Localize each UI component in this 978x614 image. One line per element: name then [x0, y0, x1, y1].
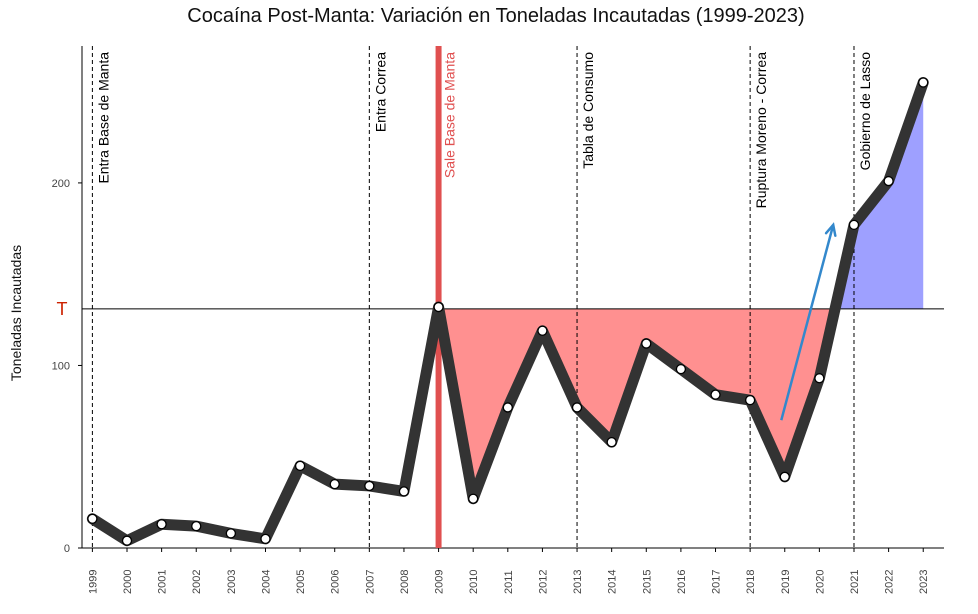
- x-tick-label: 1999: [87, 570, 99, 594]
- data-point: [814, 373, 825, 384]
- y-axis-label: Toneladas Incautadas: [8, 245, 24, 381]
- event-label: Ruptura Moreno - Correa: [753, 52, 769, 209]
- data-point: [848, 219, 860, 231]
- x-tick-label: 2006: [330, 570, 342, 594]
- data-point: [779, 471, 790, 482]
- data-point: [883, 175, 894, 187]
- x-tick-label: 2013: [572, 570, 584, 594]
- y-tick-label: 0: [64, 543, 70, 555]
- x-tick-label: 2022: [884, 570, 896, 594]
- data-point: [294, 460, 306, 472]
- data-point: [364, 480, 375, 492]
- data-point: [87, 513, 98, 524]
- data-point: [571, 402, 583, 413]
- event-label: Sale Base de Manta: [442, 52, 458, 178]
- data-point: [502, 402, 513, 413]
- data-point: [606, 436, 617, 448]
- chart-title: Cocaína Post-Manta: Variación en Tonelad…: [187, 5, 804, 27]
- x-tick-label: 2014: [607, 570, 619, 594]
- x-tick-label: 2016: [676, 570, 688, 594]
- y-tick-label: 200: [52, 178, 70, 190]
- x-tick-label: 2002: [191, 570, 203, 594]
- x-tick-label: 2001: [157, 570, 169, 594]
- x-tick-label: 2008: [399, 570, 411, 594]
- data-point: [191, 520, 202, 532]
- data-point: [537, 325, 548, 336]
- event-label: Entra Base de Manta: [95, 52, 111, 184]
- trend-arrow: [780, 224, 835, 421]
- trend-arrow-head: [824, 222, 837, 237]
- x-tick-label: 2015: [641, 570, 653, 594]
- x-tick-label: 2023: [918, 570, 930, 594]
- data-point: [225, 528, 237, 539]
- data-point: [468, 493, 479, 504]
- data-point: [156, 519, 167, 530]
- x-tick-label: 2011: [503, 570, 515, 594]
- data-point: [260, 533, 271, 545]
- x-tick-label: 2000: [122, 570, 134, 594]
- data-point: [121, 535, 133, 546]
- event-label: Tabla de Consumo: [580, 52, 596, 169]
- threshold-label: T: [57, 299, 68, 319]
- data-point: [710, 389, 721, 400]
- x-tick-label: 2018: [745, 570, 757, 594]
- x-tick-label: 2004: [260, 570, 272, 594]
- x-tick-label: 2010: [468, 570, 480, 594]
- fill-below-threshold: [438, 308, 836, 499]
- x-tick-label: 2017: [711, 570, 723, 594]
- data-point: [329, 478, 340, 490]
- x-tick-label: 2009: [434, 570, 446, 594]
- event-label: Gobierno de Lasso: [857, 52, 873, 171]
- data-point: [641, 338, 652, 349]
- x-tick-label: 2020: [814, 570, 826, 594]
- data-point: [918, 77, 929, 88]
- x-tick-label: 2012: [537, 570, 549, 594]
- x-tick-label: 2021: [849, 570, 861, 594]
- x-tick-label: 2005: [295, 570, 307, 594]
- data-point: [744, 394, 756, 406]
- x-tick-label: 2003: [226, 570, 238, 594]
- data-point: [398, 486, 410, 497]
- plot-area: T 0 100 200 1999 2000 2001 2002 2003 2004 2005 2006…: [52, 46, 944, 594]
- data-point: [675, 363, 687, 375]
- event-label: Entra Correa: [372, 52, 388, 132]
- x-tick-label: 2019: [780, 570, 792, 594]
- y-tick-label: 100: [52, 360, 70, 372]
- x-tick-label: 2007: [364, 570, 376, 594]
- data-point: [433, 301, 444, 313]
